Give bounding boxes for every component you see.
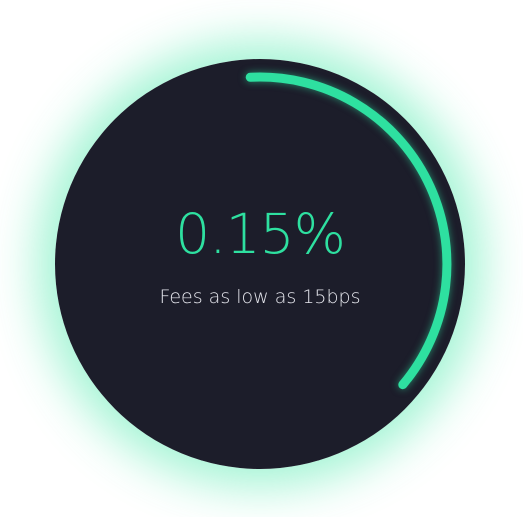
fee-percentage: 0.15% xyxy=(175,202,346,266)
fee-disc xyxy=(55,59,465,469)
fee-caption: Fees as low as 15bps xyxy=(159,286,361,308)
progress-arc xyxy=(245,72,452,390)
